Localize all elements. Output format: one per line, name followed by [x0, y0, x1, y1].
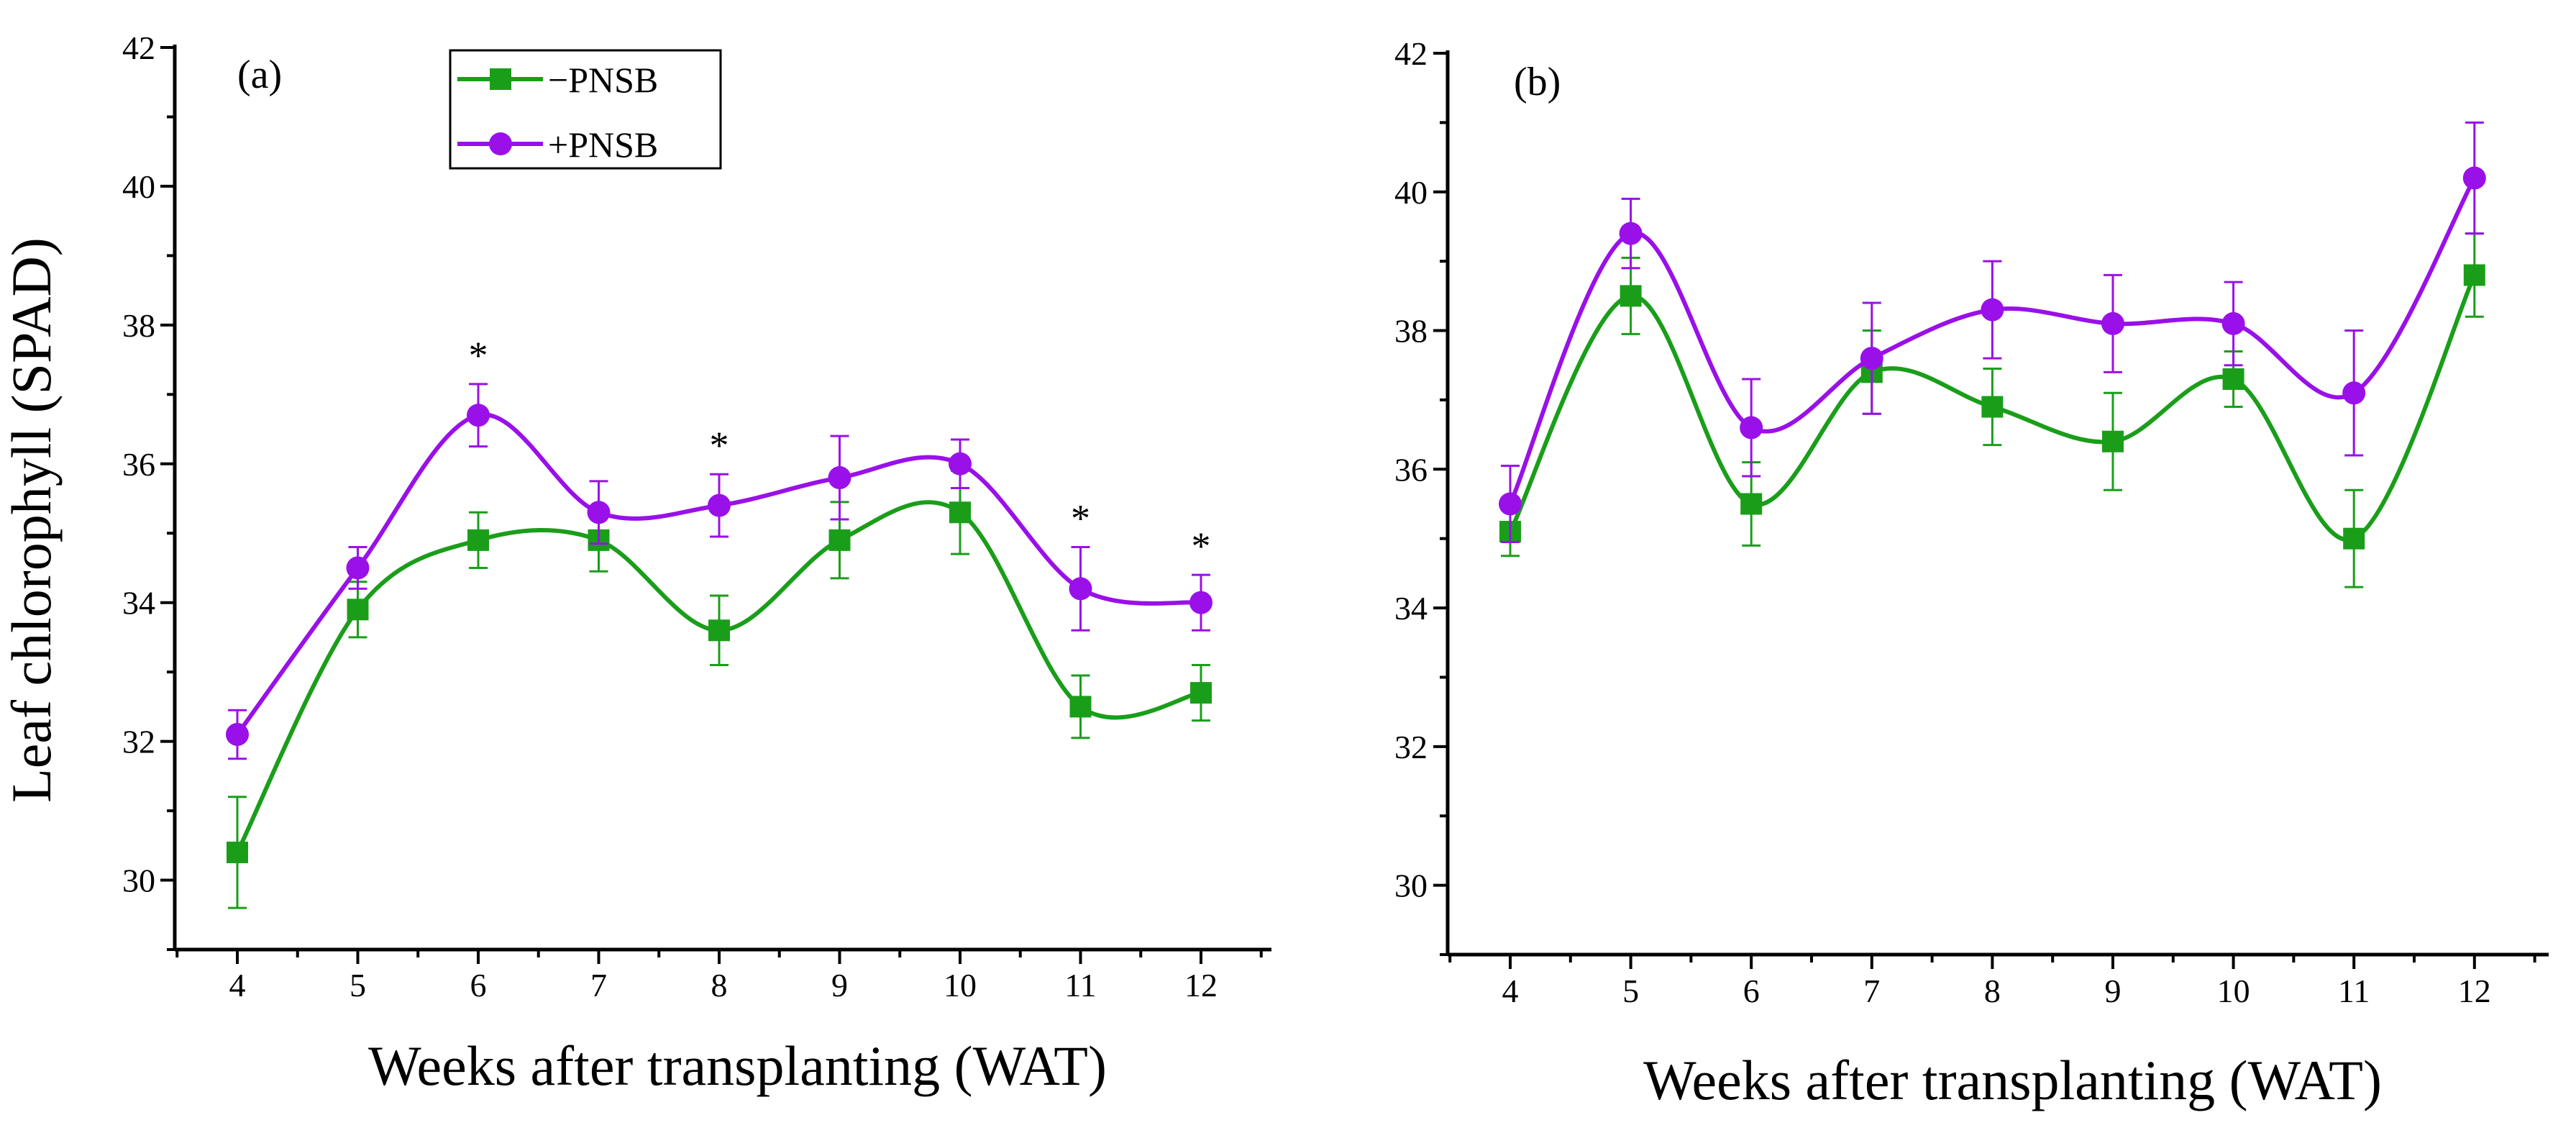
data-point-square	[2102, 430, 2124, 452]
x-tick-label: 9	[2105, 973, 2121, 1009]
y-tick-label: 30	[122, 863, 155, 899]
x-tick-label: 11	[1064, 967, 1096, 1004]
data-point-circle	[226, 722, 249, 746]
data-point-square	[1620, 285, 1642, 307]
data-point-square	[1069, 696, 1092, 718]
x-tick-label: 8	[1984, 973, 2001, 1009]
panel-a: 30 32 34 36 38 40 42 4 5 6 7 8 9 10 11 12 Weeks after tr…	[0, 29, 1271, 1097]
data-point-square	[708, 619, 730, 642]
x-axis-title: Weeks after transplanting (WAT)	[368, 1034, 1107, 1097]
x-tick-label: 5	[350, 967, 366, 1004]
x-tick-label: 4	[1502, 973, 1519, 1009]
y-tick-label: 40	[1394, 174, 1428, 211]
panel-label: (b)	[1514, 60, 1561, 104]
series-line	[235, 412, 1202, 736]
x-tick-label: 5	[1622, 973, 1639, 1009]
panel-label: (a)	[237, 53, 282, 97]
data-point-square	[1740, 493, 1763, 515]
data-point-square	[347, 599, 369, 621]
data-point-circle	[1860, 347, 1883, 370]
legend: −PNSB +PNSB	[449, 49, 722, 170]
series-plus-pnsb	[1499, 121, 2486, 544]
data-point-square	[2222, 368, 2244, 391]
data-point-circle	[587, 501, 611, 524]
legend-label: −PNSB	[548, 60, 658, 100]
series-line	[235, 500, 1202, 854]
legend-marker-square	[490, 68, 511, 90]
y-axis-title: Leaf chlorophyll (SPAD)	[0, 237, 63, 803]
y-tick-label: 38	[122, 307, 155, 344]
data-point-square	[227, 841, 248, 863]
data-point-circle	[828, 466, 851, 490]
x-tick-label: 11	[2338, 973, 2370, 1009]
x-tick-label: 10	[944, 967, 977, 1004]
y-tick-label: 42	[122, 29, 155, 66]
data-point-circle	[1740, 416, 1763, 440]
series-minus-pnsb	[227, 469, 1212, 909]
data-point-circle	[2462, 166, 2486, 190]
data-point-square	[467, 529, 489, 551]
data-point-square	[2463, 264, 2485, 286]
panel-b: 30 32 34 36 38 40 42 4 5 6 7 8 9 10 11 12 Weeks after tr…	[1394, 35, 2549, 1111]
data-point-square	[1981, 396, 2004, 418]
data-point-circle	[949, 452, 972, 476]
x-tick-label: 9	[831, 967, 848, 1004]
y-tick-label: 34	[122, 585, 155, 622]
y-tick-label: 36	[1394, 451, 1428, 488]
x-tick-label: 12	[2458, 973, 2491, 1009]
x-tick-label: 6	[1743, 973, 1760, 1009]
significance-star: *	[1071, 497, 1090, 540]
data-point-square	[828, 529, 851, 551]
y-tick-label: 38	[1394, 313, 1428, 350]
y-tick-label: 40	[122, 168, 155, 205]
legend-marker-circle	[489, 132, 512, 155]
y-tick-label: 42	[1394, 35, 1428, 72]
data-point-circle	[1069, 577, 1092, 601]
x-tick-label: 7	[1863, 973, 1880, 1009]
data-point-square	[1190, 682, 1212, 704]
y-tick-label: 30	[1394, 868, 1428, 904]
x-tick-label: 12	[1184, 967, 1218, 1004]
data-point-circle	[1499, 492, 1522, 516]
significance-star: *	[710, 424, 729, 467]
data-point-circle	[1981, 298, 2004, 322]
y-tick-label: 36	[122, 446, 155, 483]
x-tick-label: 4	[229, 967, 246, 1004]
data-point-circle	[1189, 591, 1212, 614]
data-point-circle	[467, 404, 490, 427]
y-tick-label: 32	[122, 724, 155, 760]
data-point-circle	[346, 556, 370, 580]
significance-star: *	[469, 334, 488, 377]
y-tick-label: 32	[1394, 729, 1428, 765]
data-point-circle	[2342, 381, 2366, 405]
data-point-circle	[2101, 311, 2124, 335]
data-point-square	[2343, 527, 2365, 550]
data-point-circle	[1619, 222, 1643, 245]
series-plus-pnsb	[226, 383, 1212, 760]
data-point-square	[949, 501, 971, 524]
x-tick-label: 7	[590, 967, 607, 1004]
significance-star: *	[1192, 524, 1211, 568]
y-tick-label: 34	[1394, 590, 1428, 627]
x-tick-label: 10	[2217, 973, 2250, 1009]
x-tick-label: 6	[470, 967, 487, 1004]
legend-label: +PNSB	[548, 124, 658, 165]
x-axis-title: Weeks after transplanting (WAT)	[1643, 1049, 2382, 1111]
data-point-circle	[2221, 311, 2245, 335]
x-tick-label: 8	[711, 967, 728, 1004]
data-point-circle	[708, 493, 731, 517]
